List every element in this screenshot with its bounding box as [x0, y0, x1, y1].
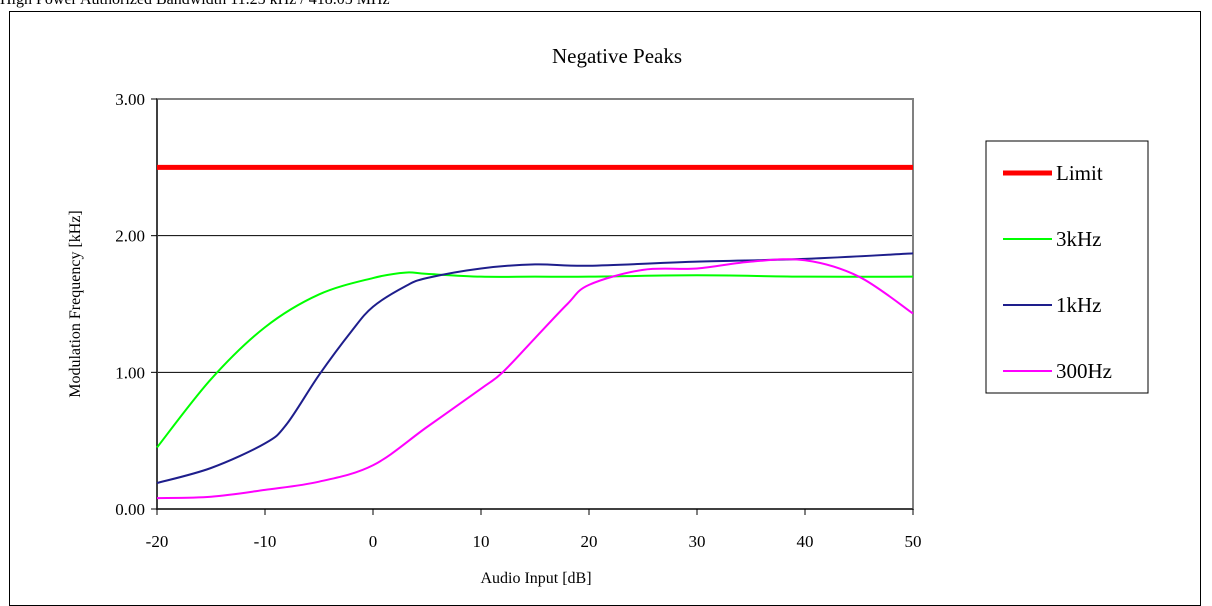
x-tick-label: 0	[369, 532, 378, 551]
axes: 0.00 1.00 2.00 3.00 -20 -10 0 10 20 30 40 50	[115, 90, 921, 551]
x-tick-label: 40	[797, 532, 814, 551]
series-line-1khz	[156, 252, 914, 484]
plot-area-border	[156, 98, 914, 510]
x-tick-label: 20	[581, 532, 598, 551]
legend-box	[985, 140, 1149, 394]
legend: Limit 3kHz 1kHz 300Hz	[985, 140, 1149, 394]
gridlines	[157, 235, 913, 373]
page-caption: High Power Authorized Bandwidth 11.25 kH…	[0, 0, 390, 9]
y-tick-label: 1.00	[115, 363, 145, 382]
y-tick-label: 2.00	[115, 227, 145, 246]
y-tick-label: 0.00	[115, 500, 145, 519]
y-tick-label: 3.00	[115, 90, 145, 109]
x-tick-label: 10	[473, 532, 490, 551]
x-tick-label: 30	[689, 532, 706, 551]
x-tick-label: -10	[254, 532, 277, 551]
series-line-300hz	[156, 258, 914, 500]
x-tick-label: 50	[905, 532, 922, 551]
legend-label-3khz: 3kHz	[1056, 227, 1102, 251]
legend-label-limit: Limit	[1056, 161, 1103, 185]
series-lines	[156, 164, 914, 500]
legend-label-1khz: 1kHz	[1056, 293, 1102, 317]
chart-title: Negative Peaks	[552, 44, 682, 68]
x-axis-label: Audio Input [dB]	[480, 570, 591, 587]
series-line-3khz	[156, 271, 914, 449]
y-axis-label: Modulation Frequency [kHz]	[67, 210, 84, 398]
legend-label-300hz: 300Hz	[1056, 359, 1112, 383]
x-tick-label: -20	[146, 532, 169, 551]
